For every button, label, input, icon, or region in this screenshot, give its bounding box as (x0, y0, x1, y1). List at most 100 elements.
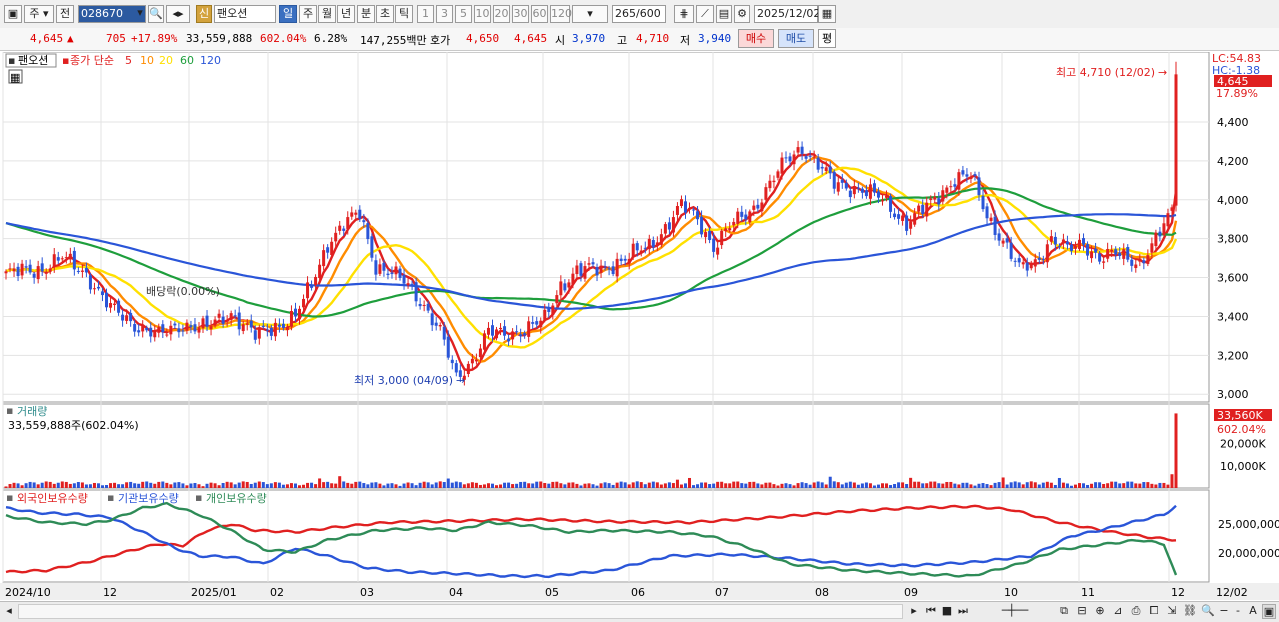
candle (1037, 257, 1041, 260)
period-select[interactable]: 주 ▾ (24, 5, 54, 23)
minute-option[interactable]: 5 (455, 5, 472, 23)
credit-badge: 신 (196, 5, 212, 23)
scroll-left-icon[interactable]: ◂ (6, 604, 12, 617)
period-tab[interactable]: 초 (376, 5, 394, 23)
volume-bar (696, 484, 700, 488)
period-tab[interactable]: 틱 (395, 5, 413, 23)
unit-select[interactable]: ▾ (572, 5, 608, 23)
volume-bar (169, 484, 173, 488)
volume-bar (434, 482, 438, 488)
candle (973, 174, 977, 176)
scroll-right-icon[interactable]: ▸ (911, 604, 917, 617)
zoom-slider[interactable]: ─┼── (1001, 604, 1029, 617)
crosshair-icon[interactable]: ⊕ (1095, 604, 1105, 617)
minute-option[interactable]: 30 (512, 5, 529, 23)
export-icon[interactable]: ⇲ (1167, 604, 1177, 617)
volume-bar (474, 482, 478, 488)
price-change-pct: +17.89% (131, 32, 178, 45)
minute-option[interactable]: 60 (531, 5, 548, 23)
candle (945, 187, 949, 193)
save-icon[interactable]: ▤ (716, 5, 732, 23)
volume-bar (852, 482, 856, 488)
count-input[interactable]: 265/600 (612, 5, 666, 23)
minute-option[interactable]: 3 (436, 5, 453, 23)
candle (149, 327, 153, 337)
volume-bar (643, 484, 647, 488)
search-icon[interactable]: 🔍 (148, 5, 164, 23)
candle (796, 147, 800, 153)
candle (482, 333, 486, 350)
calculator-icon[interactable] (8, 69, 23, 84)
print-icon[interactable]: ⎙ (1131, 604, 1141, 617)
minute-option[interactable]: 20 (493, 5, 510, 23)
zoom-out-icon[interactable]: − (1219, 604, 1229, 617)
calendar-icon[interactable]: ▦ (818, 5, 836, 23)
candle (880, 200, 884, 202)
hoga-label: 호가 (430, 34, 451, 47)
volume-bar (527, 483, 531, 488)
volume-bar (635, 481, 639, 488)
period-tab[interactable]: 월 (318, 5, 336, 23)
volume-bar (953, 483, 957, 488)
menu-icon[interactable]: ▣ (1262, 604, 1276, 619)
bottom-bar: ◂ ▸ ⏮ ■ ⏭ ─┼── ⧉ ⊟ ⊕ ⊿ ⎙ ⧠ ⇲ ⛓ 🔍 − - A ▣ (0, 601, 1279, 622)
settings-icon[interactable]: ⚙ (734, 5, 750, 23)
volume-bar (410, 483, 414, 488)
next-page-icon[interactable]: ⏭ (958, 604, 968, 617)
period-tab[interactable]: 분 (357, 5, 375, 23)
hc-label: HC:-1.38 (1212, 64, 1260, 77)
prev-button[interactable]: 전 (56, 5, 74, 23)
first-page-icon[interactable]: ⏮ (926, 604, 936, 617)
draw-tool-icon[interactable]: ⟋ (696, 5, 714, 23)
volume-bar (547, 483, 551, 488)
font-size-icon[interactable]: A (1249, 604, 1257, 617)
minute-option[interactable]: 120 (550, 5, 572, 23)
volume-bar (398, 485, 402, 488)
avg-button[interactable]: 평 (818, 29, 836, 48)
volume-bar (909, 477, 913, 488)
layout-icon[interactable]: ▣ (4, 5, 22, 23)
stock-code-input[interactable]: 028670 (78, 5, 146, 23)
volume-bar (96, 483, 100, 488)
minute-option[interactable]: 1 (417, 5, 434, 23)
sell-button[interactable]: 매도 (778, 29, 814, 48)
stop-icon[interactable]: ■ (941, 604, 953, 617)
period-tab[interactable]: 일 (279, 5, 297, 23)
volume-bar (1122, 483, 1126, 488)
candle (153, 331, 157, 338)
code-dropdown-icon[interactable]: ▾ (137, 6, 143, 19)
x-tick-label: 2024/10 (5, 586, 51, 599)
volume-bar (165, 482, 169, 488)
measure-icon[interactable]: ⊿ (1113, 604, 1123, 617)
minute-option[interactable]: 10 (474, 5, 491, 23)
link-icon[interactable]: ⛓ (1183, 604, 1197, 617)
volume-bar (209, 482, 213, 488)
legend-bullet-icon: ▪ (8, 54, 15, 67)
split-icon[interactable]: ⊟ (1077, 604, 1087, 617)
candle (229, 313, 233, 320)
buy-button[interactable]: 매수 (738, 29, 774, 48)
layout-grid-icon[interactable]: ⧉ (1060, 604, 1068, 617)
candle (579, 263, 583, 276)
institution-holdings-legend: 기관보유수량 (118, 492, 179, 505)
volume-bar (406, 482, 410, 488)
stock-name-field[interactable]: 팬오션 (214, 5, 276, 23)
volume-bar (318, 478, 322, 488)
candle (784, 157, 788, 159)
date-input[interactable]: 2025/12/02 (754, 5, 820, 23)
speaker-icon[interactable]: ◂▸ (166, 5, 190, 23)
candle (511, 331, 515, 340)
copy-icon[interactable]: ⧠ (1149, 604, 1159, 617)
period-tab[interactable]: 주 (299, 5, 317, 23)
zoom-icon[interactable]: 🔍 (1201, 604, 1215, 617)
indicator-icon[interactable]: ⋕ (674, 5, 694, 23)
candle (48, 268, 52, 272)
volume-bar (133, 483, 137, 488)
volume-bar (354, 481, 358, 488)
period-tab[interactable]: 년 (337, 5, 355, 23)
stock-chart[interactable]: 4,400 4,200 4,000 3,800 3,600 3,400 3,200 3,000… (0, 52, 1279, 601)
high-price: 4,710 (636, 32, 670, 45)
horizontal-scrollbar[interactable] (18, 604, 903, 619)
zoom-reset-icon[interactable]: - (1236, 604, 1240, 617)
holdings-line (5, 504, 1177, 574)
